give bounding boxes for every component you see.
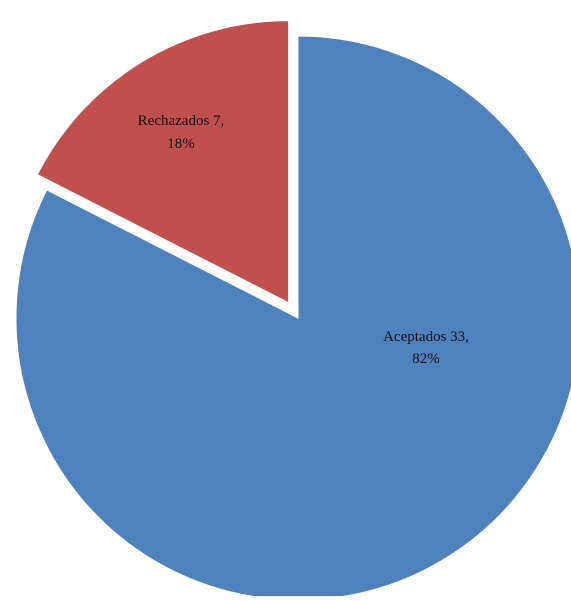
pie-slices <box>15 20 571 601</box>
data-label-rechazados-line1: Rechazados 7, <box>138 113 225 129</box>
data-label-aceptados-line2: 82% <box>412 351 440 367</box>
data-label-aceptados-line1: Aceptados 33, <box>383 329 469 345</box>
pie-slice-aceptados <box>15 35 571 601</box>
pie-slice-rechazados <box>36 20 290 304</box>
data-label-rechazados-line2: 18% <box>167 136 195 152</box>
